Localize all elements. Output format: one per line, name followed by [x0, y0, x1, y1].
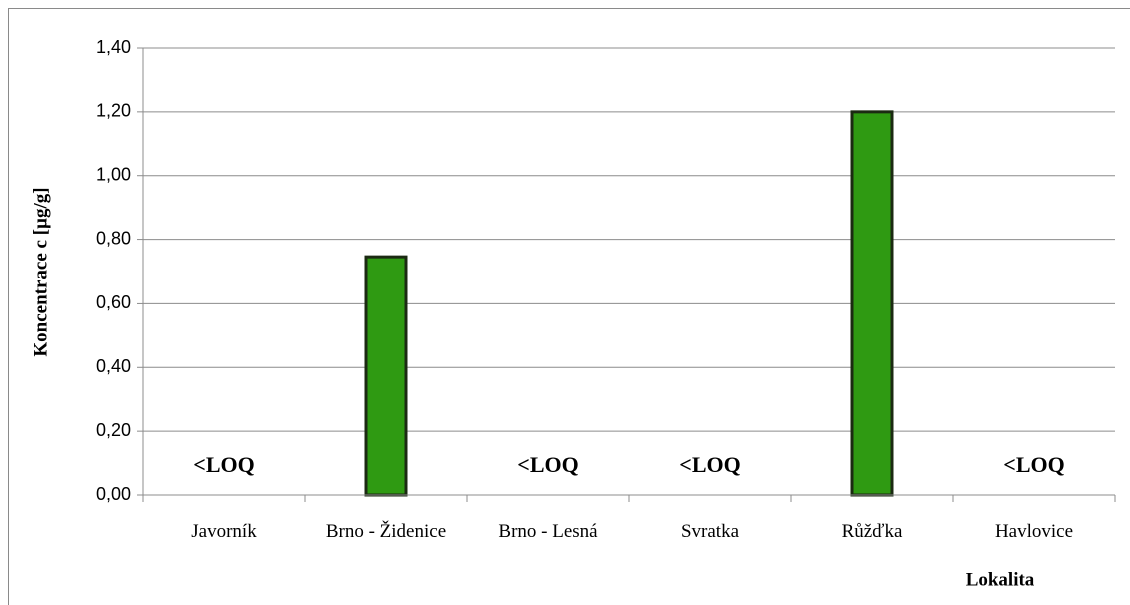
- x-tick-label: Brno - Lesná: [498, 521, 598, 542]
- bar: [850, 110, 894, 497]
- x-tick-label: Javorník: [191, 521, 257, 542]
- x-tick-label: Svratka: [680, 521, 740, 542]
- y-tick-label: 1,00: [96, 164, 131, 184]
- x-tick-label: Růžďka: [841, 521, 903, 542]
- bar: [364, 255, 408, 497]
- chart-frame: [8, 8, 1130, 605]
- y-tick-label: 0,60: [96, 292, 131, 312]
- y-tick-label: 1,40: [96, 37, 131, 57]
- value-label: <LOQ: [679, 452, 740, 477]
- value-label: <LOQ: [517, 452, 578, 477]
- value-label: <LOQ: [193, 452, 254, 477]
- x-tick-label: Brno - Židenice: [325, 521, 447, 542]
- y-tick-label: 1,20: [96, 101, 131, 121]
- y-tick-label: 0,40: [96, 356, 131, 376]
- y-tick-label: 0,20: [96, 420, 131, 440]
- x-tick-label: Havlovice: [994, 521, 1074, 542]
- y-tick-label: 0,00: [96, 484, 131, 504]
- value-label: <LOQ: [1003, 452, 1064, 477]
- y-axis-title: Koncentrace c [µg/g]: [30, 187, 51, 356]
- y-tick-label: 0,80: [96, 228, 131, 248]
- x-axis-title: Lokalita: [966, 569, 1035, 590]
